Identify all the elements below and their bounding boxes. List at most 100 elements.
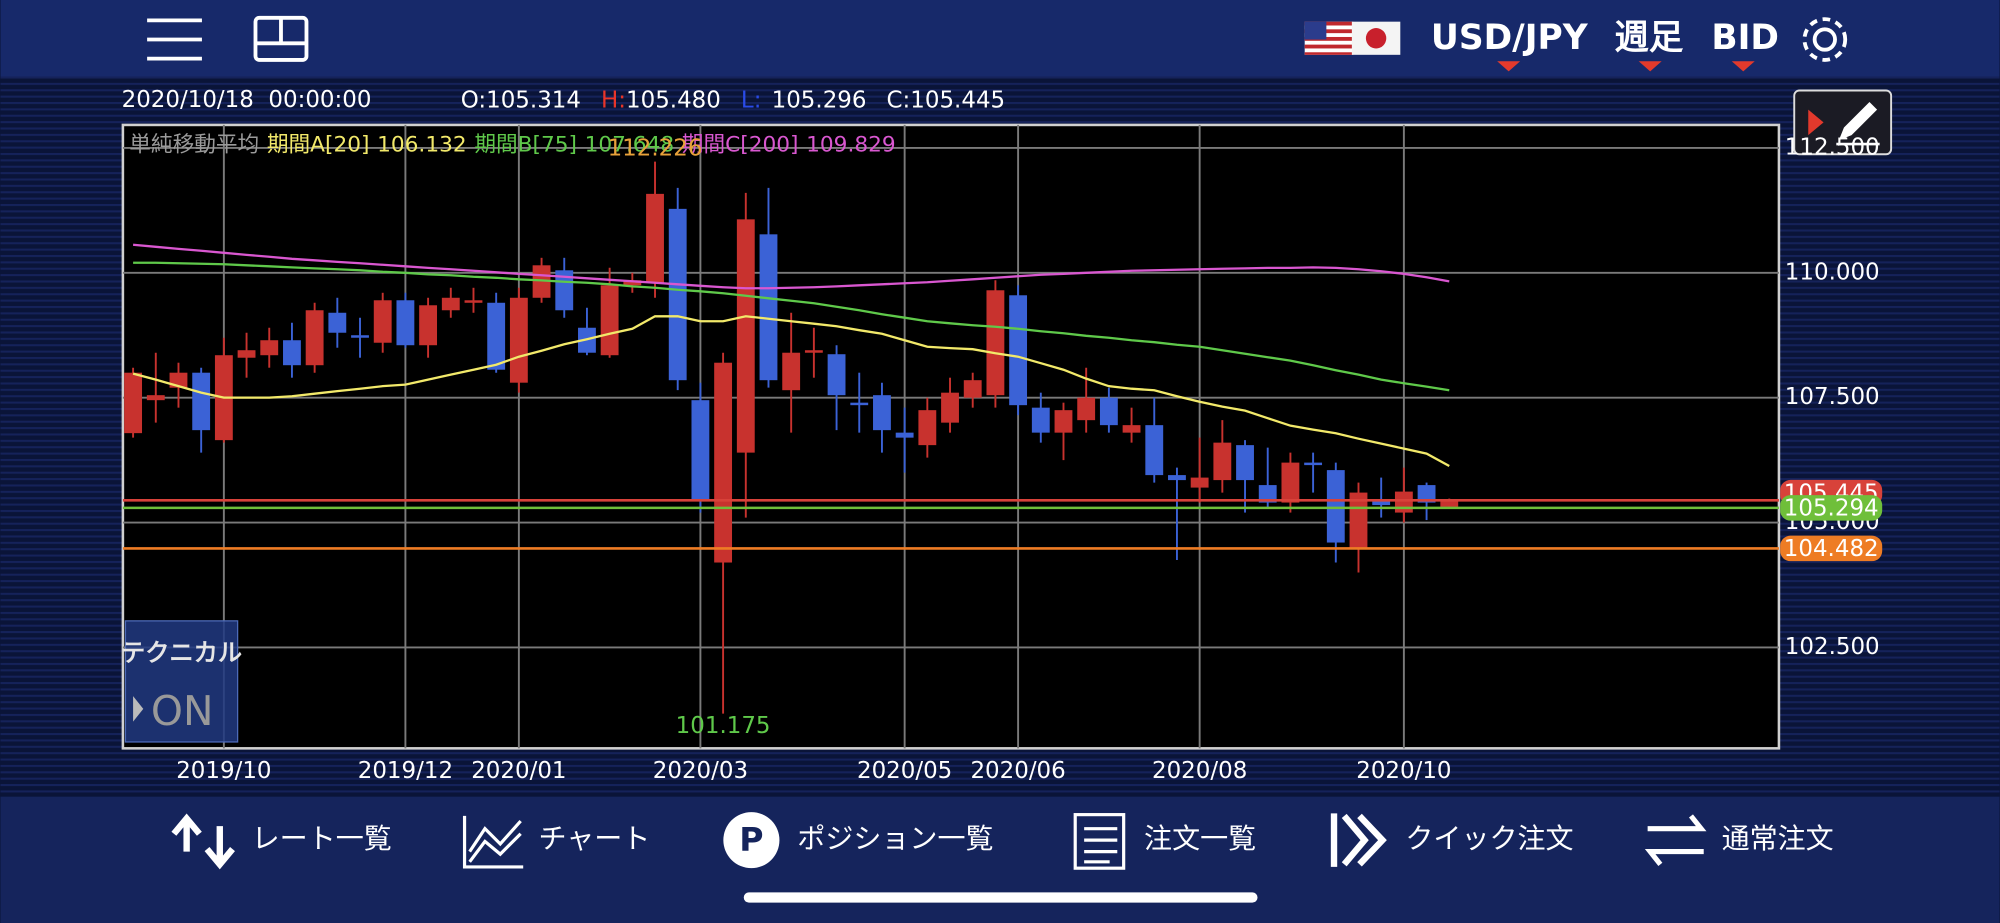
legend-value: 106.132 [377, 132, 467, 157]
high-value: 105.480 [626, 87, 721, 113]
layout-button[interactable] [253, 15, 309, 62]
price-type[interactable]: BID [1711, 18, 1779, 58]
candle-body [714, 362, 733, 563]
technical-toggle[interactable]: テクニカル ON [121, 620, 242, 743]
legend-value: 107.648 [585, 132, 675, 157]
indicator-legend: 単純移動平均 期間A[20] 106.132 期間B[75] 107.648 期間C[20… [129, 132, 895, 157]
technical-label: テクニカル [121, 639, 242, 667]
dropdown-arrows [1497, 61, 1755, 72]
candle-body [1440, 500, 1459, 507]
candle-body [1326, 470, 1345, 543]
candle-body [782, 352, 801, 391]
candle-body [850, 402, 869, 406]
candle-body [487, 302, 506, 370]
price-badge [1780, 535, 1883, 562]
candle-body [1372, 500, 1391, 506]
timeframe[interactable]: 週足 [1614, 18, 1683, 58]
legend-value: 109.829 [806, 132, 896, 157]
candle-body [1145, 425, 1164, 476]
candle-body [1009, 295, 1028, 406]
candle-body [192, 372, 211, 431]
candle-datetime: 2020/10/18 00:00:00 [122, 87, 372, 113]
bottom-nav: レート一覧 チャート ポジション一覧 注文一覧 クイック注文 通常注文 [252, 822, 1834, 855]
nav-item[interactable]: 注文一覧 [1144, 822, 1256, 855]
candle-body [1281, 462, 1300, 503]
open-label: O: [461, 87, 486, 113]
candle-body [237, 350, 256, 358]
low-annotation: 101.175 [676, 713, 771, 739]
candle-body [646, 193, 664, 283]
nav-icons [171, 812, 1707, 870]
candle-body [1349, 492, 1368, 548]
low-label: L: [741, 87, 762, 113]
legend-name: 期間C[200] [682, 132, 799, 157]
candle-body [464, 300, 483, 303]
candle-body [827, 354, 846, 396]
candle-body [351, 335, 369, 338]
candle-body [668, 208, 687, 381]
legend-name: 期間B[75] [474, 132, 577, 157]
x-tick-label: 2020/05 [857, 758, 952, 784]
candle-body [1054, 410, 1073, 433]
candle-body [1031, 407, 1050, 433]
candle-body [1304, 462, 1323, 466]
close-label: C: [887, 87, 911, 113]
candle-body [941, 392, 959, 423]
candle-body [1417, 485, 1436, 503]
candle-body [759, 234, 778, 381]
x-tick-label: 2019/10 [176, 758, 271, 784]
nav-item[interactable]: チャート [539, 822, 651, 855]
candle-body [736, 219, 755, 453]
x-tick-label: 2020/06 [970, 758, 1065, 784]
header-bar [0, 0, 2000, 77]
candle-body [396, 300, 415, 346]
candle-body [283, 340, 301, 366]
low-value: 105.296 [772, 87, 867, 113]
y-tick-label: 102.500 [1785, 634, 1880, 660]
candle-body [509, 297, 528, 383]
candle-body [600, 285, 619, 356]
currency-flags [1304, 21, 1401, 55]
nav-item[interactable]: クイック注文 [1405, 822, 1573, 855]
x-tick-label: 2020/03 [653, 758, 748, 784]
candle-body [873, 395, 891, 431]
close-value: 105.445 [910, 87, 1005, 113]
moving-average-line [133, 261, 1450, 392]
nav-item[interactable]: ポジション一覧 [797, 822, 993, 855]
x-tick-label: 2020/01 [471, 758, 566, 784]
candle-body [1077, 397, 1096, 421]
home-indicator [743, 892, 1258, 903]
ohlc-info: O:105.314 H:105.480 L: 105.296 C:105.445 [461, 87, 1005, 113]
candle-body [623, 280, 642, 286]
high-label: H: [601, 87, 626, 113]
candle-body [963, 380, 982, 398]
high-annotation: 112.226 [608, 135, 703, 161]
candle-body [441, 297, 460, 311]
y-tick-label: 107.500 [1785, 384, 1880, 410]
x-tick-label: 2020/08 [1152, 758, 1247, 784]
moving-average-line [132, 243, 1450, 290]
plot-area[interactable] [121, 123, 1781, 750]
candle-body [555, 270, 574, 311]
candle-body [986, 290, 1005, 396]
candle-body [532, 265, 551, 298]
nav-item[interactable]: 通常注文 [1722, 822, 1834, 855]
candle-body [1258, 485, 1277, 503]
candle-body [305, 310, 324, 366]
candle-body [1236, 445, 1254, 481]
price-badge [1780, 495, 1883, 521]
candle-body [146, 395, 165, 401]
menu-button[interactable] [147, 18, 202, 61]
candle-body [1394, 491, 1413, 513]
open-value: 105.314 [486, 87, 581, 113]
position-icon-letter: P [739, 820, 763, 859]
drawing-tool-button[interactable] [1793, 89, 1893, 156]
currency-pair[interactable]: USD/JPY [1431, 18, 1589, 58]
settings-button[interactable] [1802, 17, 1848, 62]
candle-body [373, 300, 392, 343]
x-tick-label: 2019/12 [358, 758, 453, 784]
nav-item[interactable]: レート一覧 [252, 822, 392, 855]
moving-average-line [132, 315, 1450, 467]
